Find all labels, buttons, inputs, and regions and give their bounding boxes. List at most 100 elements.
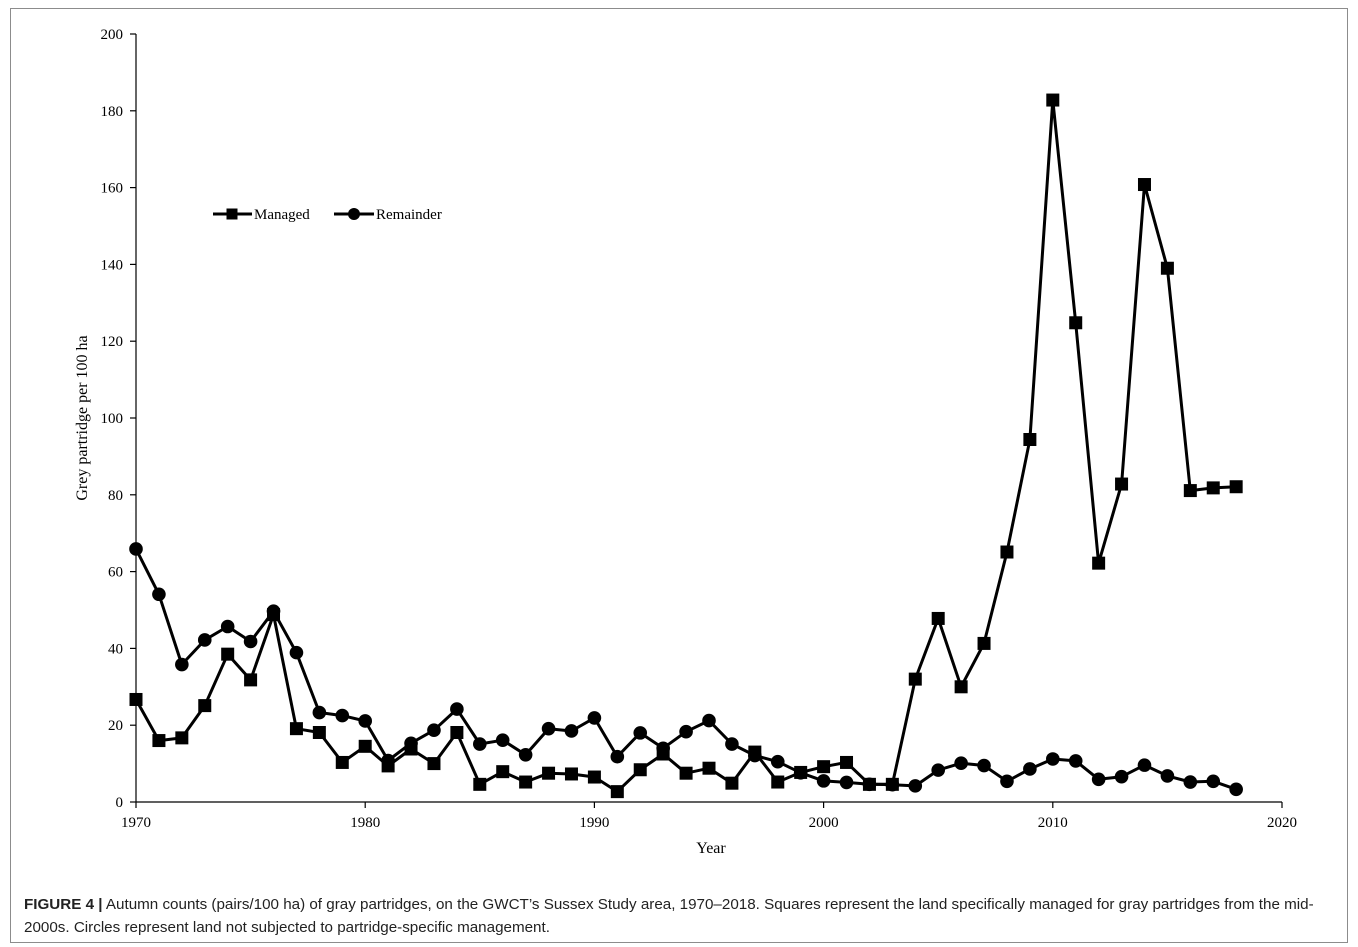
data-point-remainder (175, 657, 189, 672)
data-point-remainder (587, 711, 602, 725)
y-tick-label: 140 (101, 257, 124, 273)
legend-label-managed: Managed (254, 207, 310, 223)
data-point-managed (473, 777, 487, 791)
data-point-remainder (1229, 782, 1243, 797)
data-point-remainder (679, 724, 693, 739)
data-point-managed (427, 757, 441, 771)
figure-caption: FIGURE 4 | Autumn counts (pairs/100 ha) … (24, 893, 1336, 939)
data-point-managed (931, 611, 945, 625)
x-tick-label: 1990 (579, 815, 609, 831)
data-point-remainder (885, 777, 900, 792)
data-point-managed (954, 680, 968, 694)
y-tick-label: 120 (101, 334, 124, 350)
data-point-managed (587, 770, 601, 784)
data-point-managed (1069, 316, 1083, 330)
data-point-remainder (564, 724, 579, 738)
data-point-managed (519, 775, 533, 789)
data-point-remainder (381, 753, 395, 768)
data-point-managed (1115, 477, 1129, 491)
data-point-managed (129, 692, 143, 706)
data-point-remainder (816, 774, 831, 788)
data-point-managed (542, 766, 556, 780)
data-point-remainder (358, 714, 373, 728)
data-point-remainder (1160, 769, 1175, 783)
legend: Managed Remainder (213, 207, 442, 223)
x-axis-ticks: 1970 1980 1990 2000 2010 2020 (121, 802, 1297, 831)
data-point-remainder (518, 747, 533, 762)
data-point-remainder (243, 634, 258, 649)
data-point-managed (1092, 556, 1106, 570)
data-point-managed (702, 761, 716, 775)
y-tick-label: 80 (108, 488, 123, 504)
data-point-remainder (793, 766, 808, 780)
legend-label-remainder: Remainder (376, 207, 442, 223)
data-point-remainder (610, 749, 625, 764)
data-point-remainder (450, 702, 464, 716)
data-point-remainder (1023, 762, 1037, 776)
data-point-managed (1183, 484, 1197, 498)
plot-area (129, 93, 1243, 799)
data-point-remainder (1137, 758, 1152, 772)
data-point-managed (679, 766, 693, 780)
data-point-remainder (427, 723, 441, 737)
data-point-managed (610, 785, 624, 799)
legend-marker-square (226, 208, 238, 220)
data-point-managed (175, 731, 189, 745)
data-point-remainder (289, 645, 304, 660)
data-point-managed (771, 775, 785, 789)
data-point-managed (908, 672, 922, 686)
data-point-remainder (1091, 772, 1106, 787)
data-point-managed (817, 760, 831, 774)
data-point-managed (244, 673, 258, 687)
data-point-remainder (1206, 774, 1221, 789)
data-point-managed (840, 755, 854, 769)
data-point-remainder (404, 736, 418, 751)
data-point-managed (335, 755, 349, 769)
data-point-remainder (1000, 774, 1014, 789)
data-point-managed (1137, 178, 1151, 192)
data-point-managed (564, 767, 578, 781)
data-point-remainder (954, 756, 968, 771)
data-point-remainder (862, 777, 877, 792)
data-point-remainder (495, 733, 510, 747)
x-axis-label: Year (696, 840, 726, 857)
data-point-remainder (839, 775, 854, 790)
data-point-remainder (541, 721, 556, 736)
data-point-managed (312, 725, 326, 739)
line-chart: 0 20 40 60 80 100 120 140 160 180 200 1970 1980 1990… (74, 27, 1297, 857)
data-point-managed (496, 765, 510, 779)
y-tick-label: 180 (101, 104, 124, 120)
data-point-managed (358, 739, 372, 753)
y-tick-label: 0 (116, 795, 124, 811)
data-point-managed (221, 647, 235, 661)
data-point-remainder (770, 754, 785, 769)
x-tick-label: 1980 (350, 815, 380, 831)
y-tick-label: 40 (108, 641, 123, 657)
data-point-managed (1206, 481, 1220, 495)
data-point-remainder (1183, 775, 1198, 789)
data-point-remainder (748, 748, 762, 763)
x-tick-label: 2020 (1267, 815, 1297, 831)
x-tick-label: 2010 (1038, 815, 1068, 831)
figure-frame (10, 8, 1348, 943)
data-point-remainder (702, 713, 716, 728)
caption-text: Autumn counts (pairs/100 ha) of gray par… (24, 896, 1314, 936)
legend-item-managed: Managed (213, 207, 310, 223)
data-point-remainder (633, 726, 648, 740)
data-point-managed (633, 763, 647, 777)
x-tick-label: 1970 (121, 815, 151, 831)
data-point-remainder (152, 587, 166, 602)
legend-marker-circle (348, 208, 360, 220)
y-tick-label: 160 (101, 181, 124, 197)
data-point-managed (1000, 545, 1014, 559)
data-point-managed (1046, 93, 1060, 107)
data-point-managed (450, 725, 464, 739)
y-tick-label: 60 (108, 565, 123, 581)
data-point-managed (152, 734, 166, 748)
x-tick-label: 2000 (809, 815, 839, 831)
data-point-remainder (656, 741, 670, 756)
data-point-remainder (220, 619, 235, 634)
data-point-remainder (312, 705, 327, 720)
data-point-remainder (977, 758, 991, 773)
data-point-remainder (335, 708, 350, 723)
